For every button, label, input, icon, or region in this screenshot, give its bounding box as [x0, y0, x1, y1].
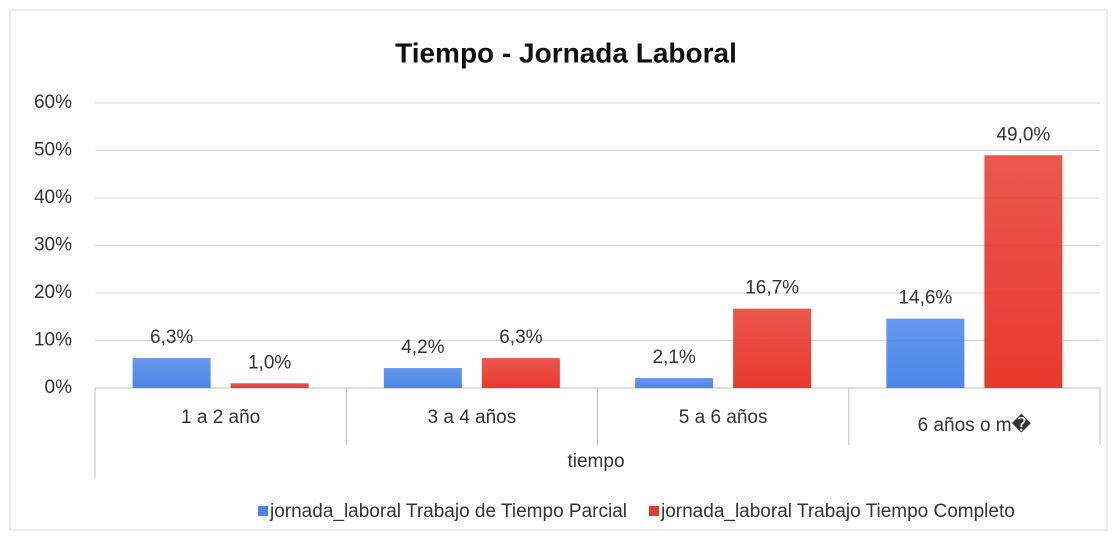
y-tick-label: 20%: [34, 282, 72, 303]
data-label: 1,0%: [248, 352, 291, 373]
x-tick-label: 1 a 2 año: [181, 407, 260, 428]
data-label: 6,3%: [150, 327, 193, 348]
bar: [383, 368, 462, 388]
y-tick-label: 40%: [34, 187, 72, 208]
legend-label: jornada_laboral Trabajo Tiempo Completo: [660, 501, 1015, 522]
data-label: 49,0%: [996, 124, 1050, 145]
bar: [733, 308, 812, 388]
y-tick-label: 0%: [45, 377, 73, 398]
x-tick-label: 3 a 4 años: [428, 407, 517, 428]
x-tick-label: 6 años o m�: [918, 413, 1032, 436]
chart-title: Tiempo - Jornada Laboral: [395, 37, 737, 68]
bar: [132, 358, 211, 388]
y-tick-label: 60%: [34, 92, 72, 113]
bar: [984, 155, 1063, 388]
data-label: 2,1%: [652, 347, 695, 368]
data-label: 14,6%: [898, 288, 952, 309]
x-axis-label: tiempo: [567, 451, 624, 472]
legend-swatch: [258, 506, 268, 516]
bar: [886, 318, 965, 388]
legend-swatch: [649, 506, 659, 516]
bar: [230, 383, 309, 388]
y-tick-label: 10%: [34, 330, 72, 351]
data-label: 16,7%: [745, 278, 799, 299]
legend-label: jornada_laboral Trabajo de Tiempo Parcia…: [269, 501, 627, 522]
bar: [635, 378, 714, 388]
chart-border: [9, 9, 1108, 531]
data-label: 6,3%: [499, 327, 542, 348]
data-label: 4,2%: [401, 337, 444, 358]
y-tick-label: 50%: [34, 140, 72, 161]
x-tick-label: 5 a 6 años: [679, 407, 768, 428]
bar: [481, 358, 560, 388]
y-tick-label: 30%: [34, 235, 72, 256]
